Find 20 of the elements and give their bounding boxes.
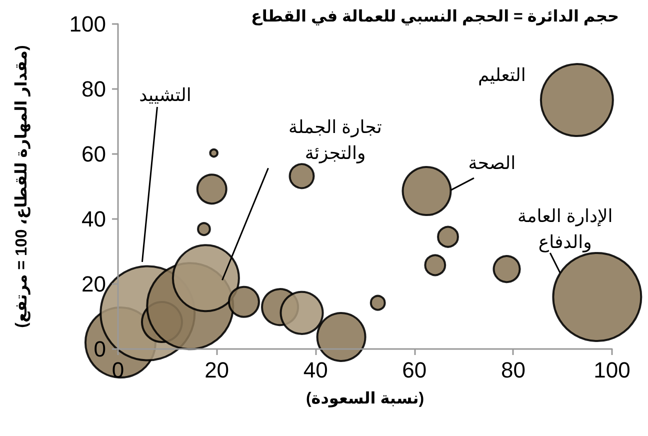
x-tick-label: 60	[402, 358, 427, 382]
y-tick-label: 20	[82, 272, 106, 296]
annotation: تجارة الجملة والتجزئة	[288, 117, 382, 164]
x-tick-label: 100	[594, 358, 630, 382]
x-tick-label: 0	[112, 358, 124, 382]
annotation: الصحة	[468, 153, 516, 174]
annotation: الإدارة العامة والدفاع	[517, 206, 613, 253]
x-tick-label: 80	[500, 358, 526, 382]
x-tick-label: 20	[204, 358, 230, 382]
y-tick-label: 60	[82, 142, 106, 166]
chart-title: حجم الدائرة = الحجم النسبي للعمالة في القطاع	[250, 8, 619, 26]
y-tick-label: 0	[94, 336, 106, 362]
x-tick-label: 40	[303, 358, 328, 382]
y-tick-label: 100	[69, 12, 106, 36]
annotation: التشييد	[139, 84, 192, 105]
y-axis-title: (مقدار المهارة للقطاع، 100 = مرتفع)	[14, 45, 30, 328]
y-tick-label: 40	[82, 206, 106, 232]
x-axis-title: (نسبة السعودة)	[306, 390, 424, 408]
annotation: التعليم	[478, 65, 526, 86]
y-tick-label: 80	[82, 76, 106, 102]
